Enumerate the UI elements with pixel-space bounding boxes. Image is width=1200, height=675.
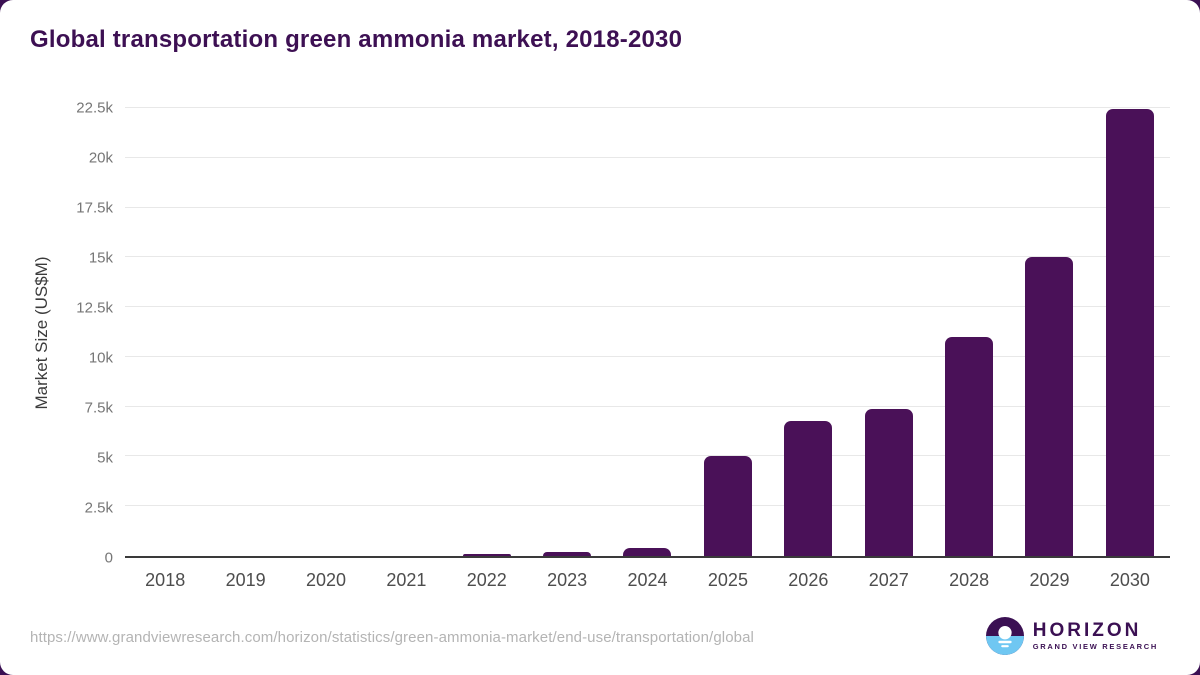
brand-logo-text: HORIZON GRAND VIEW RESEARCH bbox=[1033, 621, 1158, 651]
bar-slot-2025 bbox=[688, 108, 768, 556]
bar-2028 bbox=[945, 336, 994, 556]
x-axis-labels: 2018 2019 2020 2021 2022 2023 2024 2025 2026 2027… bbox=[125, 570, 1170, 591]
brand-name: HORIZON bbox=[1032, 620, 1142, 642]
horizon-logo-icon bbox=[985, 617, 1024, 655]
bar-slot-2020 bbox=[286, 108, 366, 556]
plot-area bbox=[125, 107, 1170, 558]
gridline-20k bbox=[125, 156, 1170, 158]
xtick-label-2029: 2029 bbox=[1029, 570, 1070, 590]
bar-slot-2019 bbox=[205, 108, 285, 556]
bar-2023 bbox=[543, 552, 592, 556]
gridline-17.5k bbox=[125, 206, 1170, 208]
bar-slot-2026 bbox=[768, 108, 848, 556]
bar-slot-2027 bbox=[848, 108, 928, 556]
ytick-label-5k: 5k bbox=[97, 449, 113, 467]
bar-2025 bbox=[703, 456, 752, 556]
brand-subtitle: GRAND VIEW RESEARCH bbox=[1032, 642, 1158, 652]
bar-slot-2023 bbox=[527, 108, 607, 556]
ytick-label-7.5k: 7.5k bbox=[84, 399, 113, 417]
source-url: https://www.grandviewresearch.com/horizo… bbox=[30, 629, 754, 646]
gridline-2.5k bbox=[125, 505, 1170, 507]
bar-2027 bbox=[864, 408, 913, 556]
xtick-label-2026: 2026 bbox=[788, 570, 829, 590]
gridline-22.5k bbox=[125, 107, 1170, 108]
bar-2024 bbox=[623, 548, 672, 556]
xtick-label-2021: 2021 bbox=[386, 570, 427, 590]
bar-2030 bbox=[1105, 109, 1154, 556]
ytick-label-2.5k: 2.5k bbox=[84, 499, 113, 517]
xtick-label-2025: 2025 bbox=[707, 570, 748, 590]
xtick-label-2024: 2024 bbox=[627, 570, 668, 590]
gridline-15k bbox=[125, 256, 1170, 258]
xtick-label-2022: 2022 bbox=[466, 570, 507, 590]
xtick-label-2019: 2019 bbox=[225, 570, 266, 590]
bar-2029 bbox=[1025, 257, 1074, 556]
bar-slot-2022 bbox=[447, 108, 527, 556]
ytick-label-17.5k: 17.5k bbox=[76, 199, 113, 217]
brand-logo: HORIZON GRAND VIEW RESEARCH bbox=[985, 617, 1158, 655]
y-axis-tick-labels: 0 2.5k 5k 7.5k 10k 12.5k 15k 17.5k 20k 22.5k bbox=[0, 100, 113, 567]
ytick-label-0: 0 bbox=[104, 549, 113, 567]
ytick-label-22.5k: 22.5k bbox=[76, 99, 113, 117]
chart-title: Global transportation green ammonia mark… bbox=[30, 26, 683, 53]
bar-2026 bbox=[784, 420, 833, 556]
xtick-label-2030: 2030 bbox=[1109, 570, 1150, 590]
bar-slot-2024 bbox=[607, 108, 687, 556]
xtick-label-2020: 2020 bbox=[305, 570, 346, 590]
ytick-label-10k: 10k bbox=[88, 349, 113, 367]
gridline-10k bbox=[125, 355, 1170, 357]
ytick-label-12.5k: 12.5k bbox=[76, 299, 113, 317]
gridline-5k bbox=[125, 455, 1170, 457]
bar-slot-2021 bbox=[366, 108, 446, 556]
xtick-label-2023: 2023 bbox=[547, 570, 588, 590]
bar-slot-2028 bbox=[929, 108, 1009, 556]
gridline-7.5k bbox=[125, 405, 1170, 407]
xtick-label-2028: 2028 bbox=[949, 570, 990, 590]
bar-slot-2029 bbox=[1009, 108, 1089, 556]
ytick-label-20k: 20k bbox=[88, 149, 113, 167]
gridline-12.5k bbox=[125, 306, 1170, 308]
xtick-label-2027: 2027 bbox=[868, 570, 909, 590]
bar-slot-2030 bbox=[1090, 108, 1170, 556]
bar-2022 bbox=[462, 554, 511, 556]
xtick-label-2018: 2018 bbox=[145, 570, 186, 590]
bar-slot-2018 bbox=[125, 108, 205, 556]
ytick-label-15k: 15k bbox=[88, 249, 113, 267]
